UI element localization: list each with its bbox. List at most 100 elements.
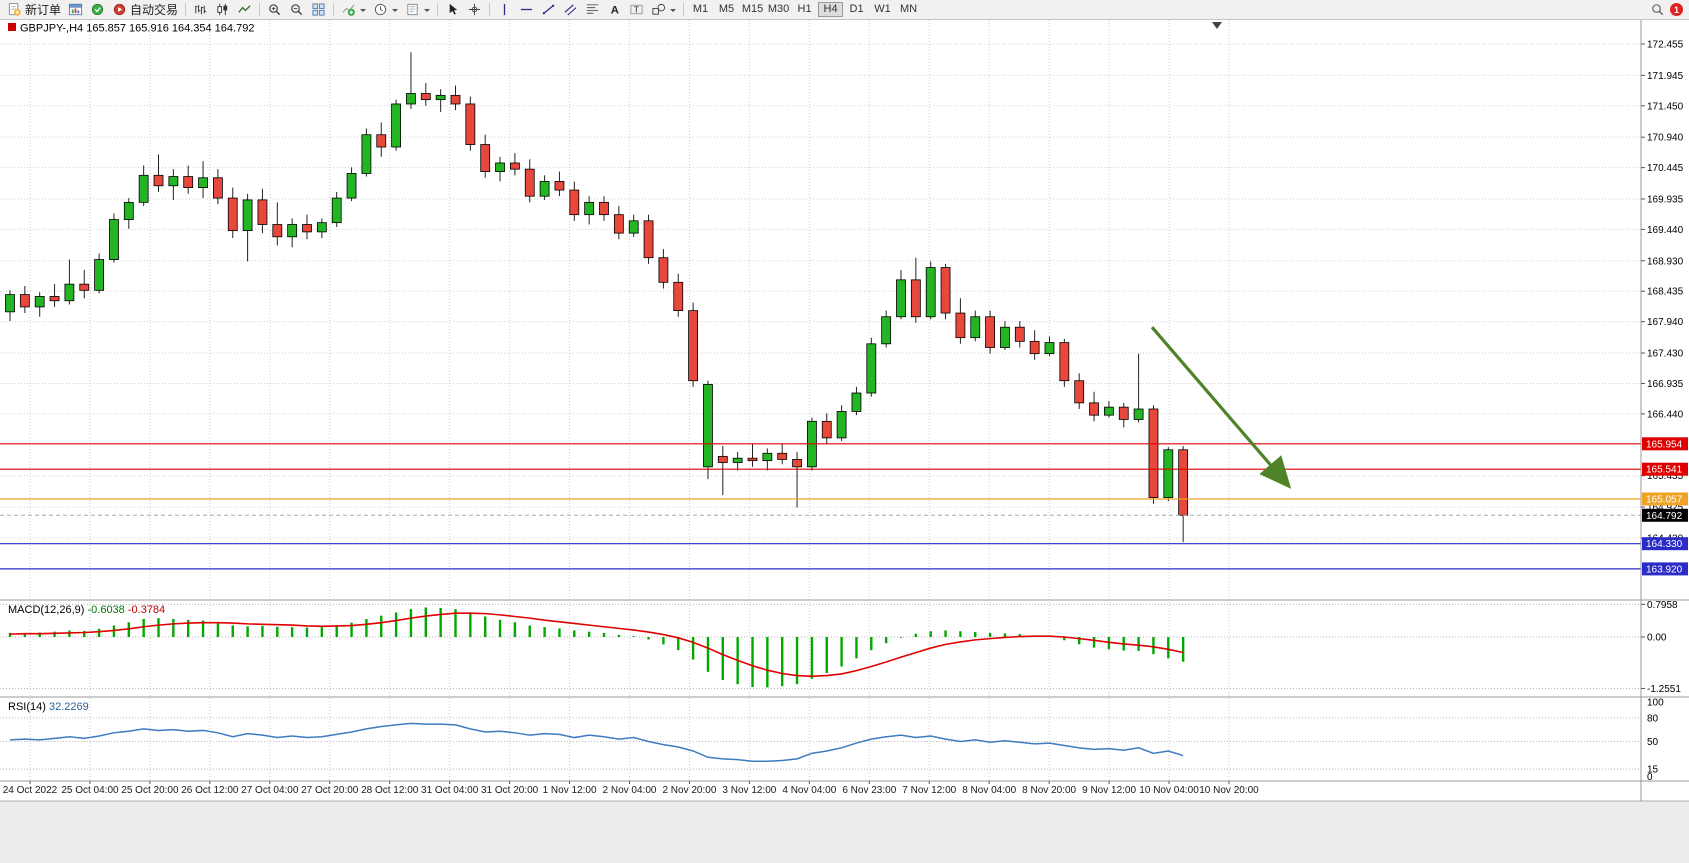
macd-panel[interactable] — [0, 600, 1689, 697]
candle-up — [762, 452, 773, 462]
time-label: 7 Nov 12:00 — [902, 785, 956, 796]
toolbar-right-group: 1 — [1650, 2, 1685, 17]
bar-chart-button[interactable] — [190, 1, 211, 18]
window-background — [0, 801, 1689, 863]
profiles-button[interactable] — [87, 1, 108, 18]
zoom-in-icon — [269, 4, 281, 16]
candle-up — [732, 457, 743, 463]
templates-button[interactable] — [402, 1, 433, 18]
candle-down — [747, 457, 758, 462]
search-icon[interactable] — [1650, 2, 1665, 17]
crosshair-button[interactable] — [464, 1, 485, 18]
new-chart-button[interactable] — [65, 1, 86, 18]
timeframe-m1[interactable]: M1 — [692, 3, 709, 15]
time-label: 6 Nov 23:00 — [842, 785, 896, 796]
price-axis: 172.455 171.945 171.450 170.940 170.445 169.9… — [1641, 40, 1684, 783]
candle-up — [64, 283, 75, 302]
price-label: 168.435 — [1647, 287, 1684, 298]
tile-windows-button[interactable] — [308, 1, 329, 18]
zoom-in-button[interactable] — [264, 1, 285, 18]
candle-down — [554, 181, 565, 191]
candle-down — [688, 310, 698, 382]
candle-up — [1000, 326, 1010, 348]
candle-down — [792, 459, 802, 468]
candle-down — [524, 168, 535, 197]
candlestick-chart-button[interactable] — [212, 1, 233, 18]
channel-button[interactable] — [560, 1, 581, 18]
price-label: 170.445 — [1647, 163, 1684, 174]
chart-shift-triangle[interactable] — [1212, 22, 1222, 29]
zoom-out-button[interactable] — [286, 1, 307, 18]
timeframe-w1[interactable]: W1 — [874, 3, 891, 15]
label-button[interactable]: T — [626, 1, 647, 18]
candle-up — [1163, 449, 1174, 498]
price-line-label — [1642, 462, 1688, 476]
candle-up — [628, 220, 639, 234]
tile-windows-icon — [312, 3, 325, 16]
candle-up — [1044, 342, 1055, 355]
candle-down — [227, 197, 238, 232]
fibonacci-button[interactable] — [582, 1, 603, 18]
rsi-panel[interactable] — [0, 697, 1689, 781]
candle-up — [109, 219, 119, 260]
line-chart-button[interactable] — [234, 1, 255, 18]
trendline-button[interactable] — [538, 1, 559, 18]
candle-up — [703, 384, 713, 468]
candle-up — [925, 267, 936, 318]
candle-down — [509, 162, 520, 170]
candle-up — [123, 201, 134, 220]
toolbar-separator — [259, 3, 261, 16]
candle-up — [361, 134, 372, 174]
rsi-axis-label: 0 — [1647, 772, 1653, 783]
shapes-button[interactable] — [648, 1, 679, 18]
rsi-label: RSI(14) 32.2269 — [8, 701, 89, 713]
candle-down — [212, 177, 223, 199]
candle-down — [153, 174, 164, 187]
candle-down — [717, 455, 728, 463]
crosshair-icon — [468, 3, 481, 16]
candle-down — [183, 176, 194, 189]
periods-button[interactable] — [370, 1, 401, 18]
price-line-label — [1642, 562, 1688, 576]
indicators-button[interactable] — [338, 1, 369, 18]
bar-chart-icon — [195, 4, 207, 15]
time-label: 26 Oct 12:00 — [181, 785, 239, 796]
timeframe-m30[interactable]: M30 — [767, 3, 790, 15]
time-label: 25 Oct 20:00 — [121, 785, 179, 796]
timeframe-mn[interactable]: MN — [899, 3, 918, 15]
horizontal-line-button[interactable] — [516, 1, 537, 18]
candle-down — [420, 93, 431, 101]
autotrade-label: 自动交易 — [130, 3, 179, 17]
autotrade-button[interactable]: 自动交易 — [109, 1, 181, 18]
price-label: 169.935 — [1647, 194, 1684, 205]
vertical-line-button[interactable] — [494, 1, 515, 18]
candle-up — [970, 316, 981, 339]
timeframe-m15[interactable]: M15 — [741, 3, 764, 15]
time-label: 24 Oct 2022 — [3, 785, 58, 796]
main-chart-panel[interactable] — [0, 19, 1689, 600]
new-order-button[interactable]: 新订单 — [4, 1, 64, 18]
notification-badge[interactable]: 1 — [1670, 3, 1683, 16]
time-label: 4 Nov 04:00 — [782, 785, 836, 796]
price-line-label-text: 164.330 — [1646, 539, 1683, 550]
timeframe-m5[interactable]: M5 — [718, 3, 735, 15]
candle-down — [613, 214, 624, 234]
candle-down — [79, 283, 90, 291]
candle-down — [257, 199, 268, 225]
price-label: 168.930 — [1647, 256, 1684, 267]
timeframe-h4[interactable]: H4 — [818, 2, 844, 17]
price-label: 169.440 — [1647, 225, 1684, 236]
candle-up — [34, 296, 45, 308]
price-label: 172.455 — [1647, 40, 1684, 51]
timeframe-h1[interactable]: H1 — [797, 3, 812, 15]
candle-up — [406, 93, 416, 105]
macd-axis-label: 0.00 — [1647, 633, 1667, 644]
time-label: 27 Oct 04:00 — [241, 785, 299, 796]
fibonacci-icon — [586, 4, 599, 14]
trend-arrow[interactable] — [1150, 326, 1292, 489]
text-button[interactable]: A — [604, 1, 625, 18]
cursor-button[interactable] — [442, 1, 463, 18]
time-label: 27 Oct 20:00 — [301, 785, 359, 796]
timeframe-d1[interactable]: D1 — [849, 3, 864, 15]
